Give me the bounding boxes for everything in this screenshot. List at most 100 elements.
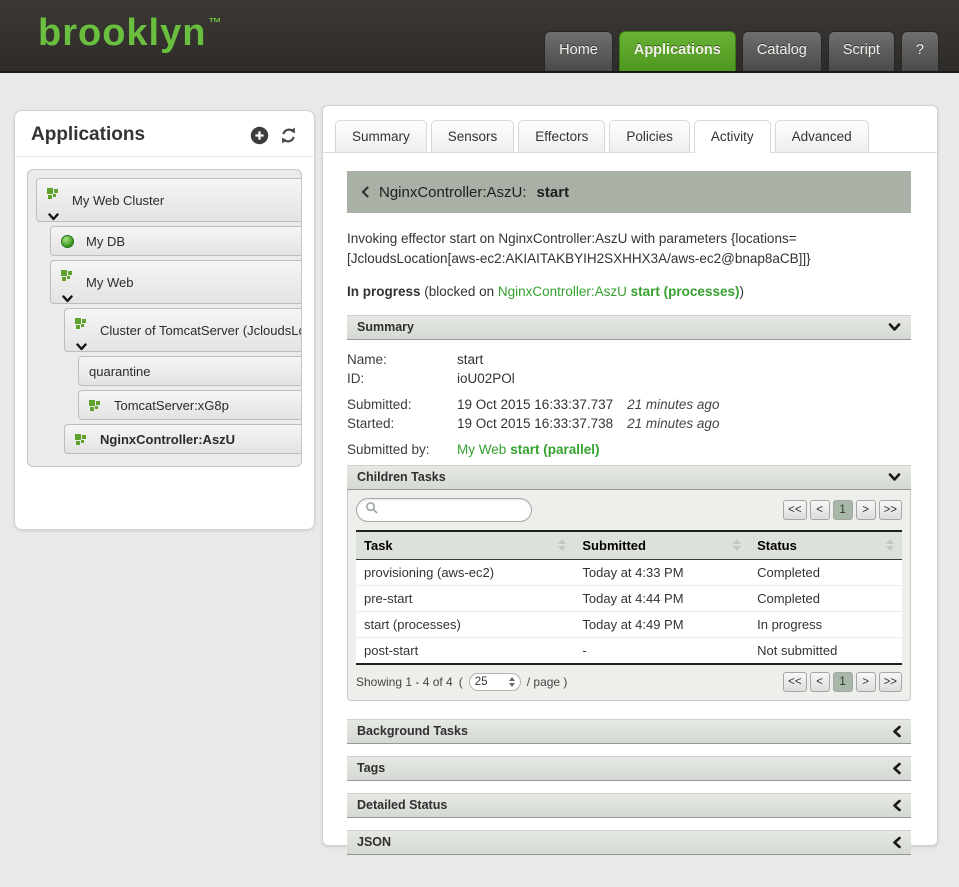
summary-row-name: Name: start bbox=[347, 350, 911, 369]
json-section-title: JSON bbox=[357, 835, 392, 849]
page-1-button[interactable]: 1 bbox=[832, 499, 853, 520]
stepper-icon bbox=[508, 676, 515, 687]
children-tasks-section-header[interactable]: Children Tasks bbox=[347, 464, 911, 490]
sort-icon bbox=[886, 539, 894, 551]
showing-label: Showing 1 - 4 of 4 bbox=[356, 674, 453, 689]
sort-icon bbox=[733, 539, 742, 551]
submitted-by-entity: My Web bbox=[457, 441, 507, 457]
column-header-task[interactable]: Task bbox=[356, 530, 575, 560]
status-suffix: ) bbox=[739, 283, 744, 299]
task-row-provisioning-aws-ec2[interactable]: provisioning (aws-ec2) Today at 4:33 PM Co… bbox=[356, 559, 902, 586]
task-row-start-processes[interactable]: start (processes) Today at 4:49 PM In prog… bbox=[356, 611, 902, 638]
nav-script[interactable]: Script bbox=[827, 31, 895, 71]
cell-task: provisioning (aws-ec2) bbox=[356, 559, 575, 586]
entity-detail-panel: Summary Sensors Effectors Policies Activity A… bbox=[322, 105, 938, 855]
background-tasks-section-title: Background Tasks bbox=[357, 724, 468, 738]
breadcrumb-task: start bbox=[536, 183, 570, 201]
column-header-status[interactable]: Status bbox=[749, 530, 902, 560]
tree-item-my-web[interactable]: My Web bbox=[50, 260, 301, 304]
logo-text: brooklyn bbox=[38, 12, 207, 54]
first-page-button[interactable]: << bbox=[783, 671, 807, 692]
tree-item-label: quarantine bbox=[89, 363, 151, 379]
chevron-left-icon bbox=[892, 799, 901, 812]
status-state: In progress bbox=[347, 283, 421, 299]
next-page-button[interactable]: > bbox=[855, 499, 876, 520]
cell-submitted: - bbox=[582, 642, 587, 658]
summary-row-id: ID: ioU02POl bbox=[347, 369, 911, 388]
status-orb-icon bbox=[61, 234, 74, 248]
nav-home[interactable]: Home bbox=[544, 31, 613, 71]
detailed-status-section-title: Detailed Status bbox=[357, 798, 448, 812]
back-icon[interactable] bbox=[361, 186, 369, 198]
tree-item-label: My Web Cluster bbox=[72, 192, 165, 208]
tab-summary[interactable]: Summary bbox=[335, 120, 427, 152]
task-description: Invoking effector start on NginxControll… bbox=[347, 229, 911, 270]
column-label: Status bbox=[757, 537, 797, 553]
blocked-task-link[interactable]: start (processes) bbox=[630, 283, 740, 299]
submitted-by-task: start (parallel) bbox=[510, 441, 600, 457]
tab-activity[interactable]: Activity bbox=[693, 120, 771, 153]
chevron-down-icon bbox=[888, 322, 901, 332]
expand-chevron-icon[interactable] bbox=[62, 295, 73, 303]
expand-chevron-icon[interactable] bbox=[76, 343, 87, 351]
task-row-pre-start[interactable]: pre-start Today at 4:44 PM Completed bbox=[356, 585, 902, 612]
refresh-icon[interactable] bbox=[279, 126, 298, 145]
tree-item-quarantine[interactable]: quarantine bbox=[78, 356, 301, 386]
tab-sensors[interactable]: Sensors bbox=[430, 120, 515, 152]
entity-icon bbox=[61, 269, 74, 282]
trademark: ™ bbox=[208, 15, 223, 31]
description-line-1: Invoking effector start on NginxControll… bbox=[347, 231, 797, 246]
tags-section-header[interactable]: Tags bbox=[347, 755, 911, 781]
summary-label: Submitted by: bbox=[347, 441, 430, 457]
expand-chevron-icon[interactable] bbox=[48, 213, 59, 221]
cell-task: post-start bbox=[364, 642, 419, 658]
column-label: Task bbox=[364, 537, 393, 553]
cell-submitted: Today at 4:33 PM bbox=[574, 559, 750, 586]
summary-section-header[interactable]: Summary bbox=[347, 314, 911, 340]
collapsed-sections: Background Tasks Tags Detailed Status JSON bbox=[347, 718, 911, 855]
blocked-entity-link[interactable]: NginxController:AszU bbox=[497, 283, 627, 299]
background-tasks-section-header[interactable]: Background Tasks bbox=[347, 718, 911, 744]
cell-task: start (processes) bbox=[356, 611, 575, 638]
detailed-status-section-header[interactable]: Detailed Status bbox=[347, 792, 911, 818]
column-label: Submitted bbox=[582, 537, 646, 553]
tab-policies[interactable]: Policies bbox=[609, 120, 690, 152]
submitted-by-link[interactable]: My Web start (parallel) bbox=[457, 440, 600, 459]
paren-open: ( bbox=[458, 674, 463, 689]
task-search-input[interactable] bbox=[382, 501, 506, 518]
add-application-icon[interactable] bbox=[250, 126, 269, 145]
nav-help[interactable]: ? bbox=[900, 31, 939, 71]
tree-item-label: NginxController:AszU bbox=[100, 431, 236, 447]
json-section-header[interactable]: JSON bbox=[347, 829, 911, 855]
summary-label: ID: bbox=[347, 370, 365, 386]
prev-page-button[interactable]: < bbox=[809, 671, 830, 692]
task-row-post-start[interactable]: post-start - Not submitted bbox=[356, 637, 902, 664]
summary-label: Name: bbox=[347, 351, 387, 367]
tab-advanced[interactable]: Advanced bbox=[774, 120, 869, 152]
first-page-button[interactable]: << bbox=[783, 499, 807, 520]
prev-page-button[interactable]: < bbox=[809, 499, 830, 520]
last-page-button[interactable]: >> bbox=[878, 499, 902, 520]
last-page-button[interactable]: >> bbox=[878, 671, 902, 692]
tree-item-my-web-cluster[interactable]: My Web Cluster bbox=[36, 178, 301, 222]
summary-label: Started: bbox=[347, 415, 395, 431]
tree-item-tomcatserver-xg8p[interactable]: TomcatServer:xG8p bbox=[78, 390, 301, 420]
tree-item-label: My Web bbox=[86, 274, 134, 290]
tree-item-nginxcontroller-aszu[interactable]: NginxController:AszU bbox=[64, 424, 301, 454]
tab-effectors[interactable]: Effectors bbox=[518, 120, 606, 152]
breadcrumb-entity: NginxController:AszU: bbox=[379, 183, 527, 201]
nav-catalog[interactable]: Catalog bbox=[741, 31, 822, 71]
task-search-box[interactable] bbox=[356, 497, 532, 522]
tree-item-my-db[interactable]: My DB bbox=[50, 226, 301, 256]
brooklyn-logo[interactable]: brooklyn ™ bbox=[38, 12, 223, 55]
column-header-submitted[interactable]: Submitted bbox=[574, 530, 750, 560]
page-size-select[interactable]: 25 bbox=[468, 672, 521, 691]
summary-section-title: Summary bbox=[357, 320, 414, 334]
app-header: brooklyn ™ Home Applications Catalog Script? bbox=[0, 0, 959, 73]
page-1-button[interactable]: 1 bbox=[832, 671, 853, 692]
next-page-button[interactable]: > bbox=[855, 671, 876, 692]
task-breadcrumb[interactable]: NginxController:AszU: start bbox=[347, 171, 911, 213]
tree-item-cluster-of-tomcatserver-jcloudslocat[interactable]: Cluster of TomcatServer (JcloudsLocat bbox=[64, 308, 301, 352]
nav-applications[interactable]: Applications bbox=[618, 31, 736, 71]
summary-section-body: Name: start ID: ioU02POl Submitted: 19 Oct 20… bbox=[347, 340, 911, 465]
